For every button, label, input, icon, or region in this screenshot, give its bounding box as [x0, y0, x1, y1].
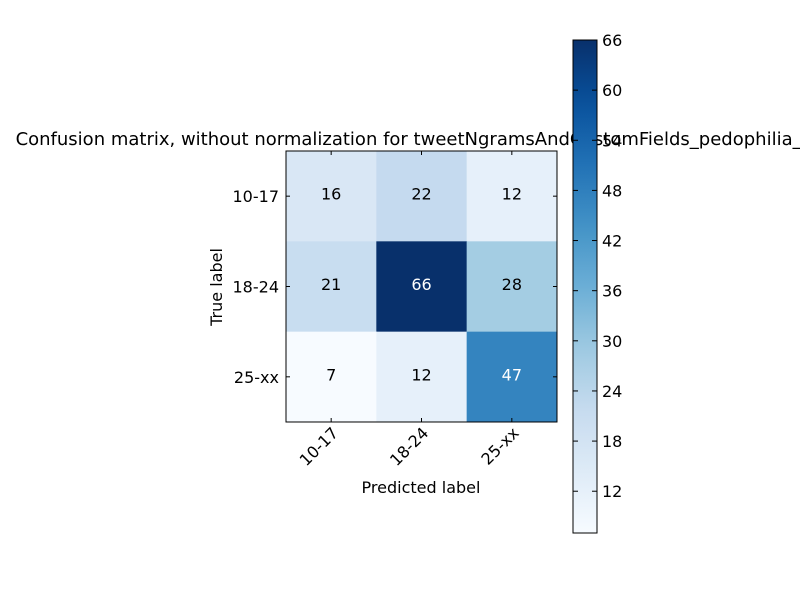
cell-value-label: 21 — [321, 275, 341, 294]
y-axis: 10-17 18-24 25-xx — [233, 187, 557, 387]
colorbar-tick-label: 54 — [602, 131, 622, 150]
matrix-cell — [466, 241, 558, 333]
y-tick-label: 18-24 — [233, 277, 280, 296]
matrix-cell — [376, 331, 468, 423]
matrix-cell — [466, 331, 558, 423]
matrix-group: 16 22 12 21 66 28 7 12 47 — [285, 150, 558, 423]
colorbar-tick-label: 60 — [602, 81, 622, 100]
cell-value-label: 12 — [411, 365, 431, 384]
cell-value-label: 7 — [326, 365, 336, 384]
colorbar-tick-label: 42 — [602, 232, 622, 251]
x-tick-label: 10-17 — [296, 423, 342, 469]
matrix-cell — [376, 151, 468, 242]
matrix-cell — [286, 151, 377, 242]
matrix-cell — [376, 241, 468, 333]
colorbar-tick-label: 12 — [602, 482, 622, 501]
x-tick-label: 25-xx — [477, 423, 522, 468]
chart-title: Confusion matrix, without normalization … — [16, 129, 800, 150]
colorbar-tick-label: 24 — [602, 382, 622, 401]
x-axis-label: Predicted label — [362, 478, 481, 497]
cell-value-label: 16 — [321, 185, 341, 204]
y-tick-label: 10-17 — [233, 187, 280, 206]
matrix-cell — [286, 241, 377, 333]
colorbar-bar — [572, 39, 598, 534]
colorbar-tick-label: 36 — [602, 282, 622, 301]
matrix-cell — [466, 151, 558, 242]
y-axis-label: True label — [207, 248, 226, 327]
colorbar-tick-label: 48 — [602, 181, 622, 200]
cell-value-label: 66 — [411, 275, 431, 294]
cell-value-label: 12 — [502, 185, 522, 204]
cell-value-label: 47 — [502, 365, 522, 384]
matrix-cell — [286, 331, 377, 423]
colorbar-tick-label: 66 — [602, 31, 622, 50]
colorbar: 12 18 24 30 36 42 48 54 60 66 — [572, 31, 622, 534]
colorbar-tick-label: 30 — [602, 332, 622, 351]
colorbar-tick-label: 18 — [602, 432, 622, 451]
cell-value-label: 22 — [411, 185, 431, 204]
y-tick-label: 25-xx — [234, 368, 279, 387]
x-tick-label: 18-24 — [386, 423, 432, 469]
cell-value-label: 28 — [502, 275, 522, 294]
